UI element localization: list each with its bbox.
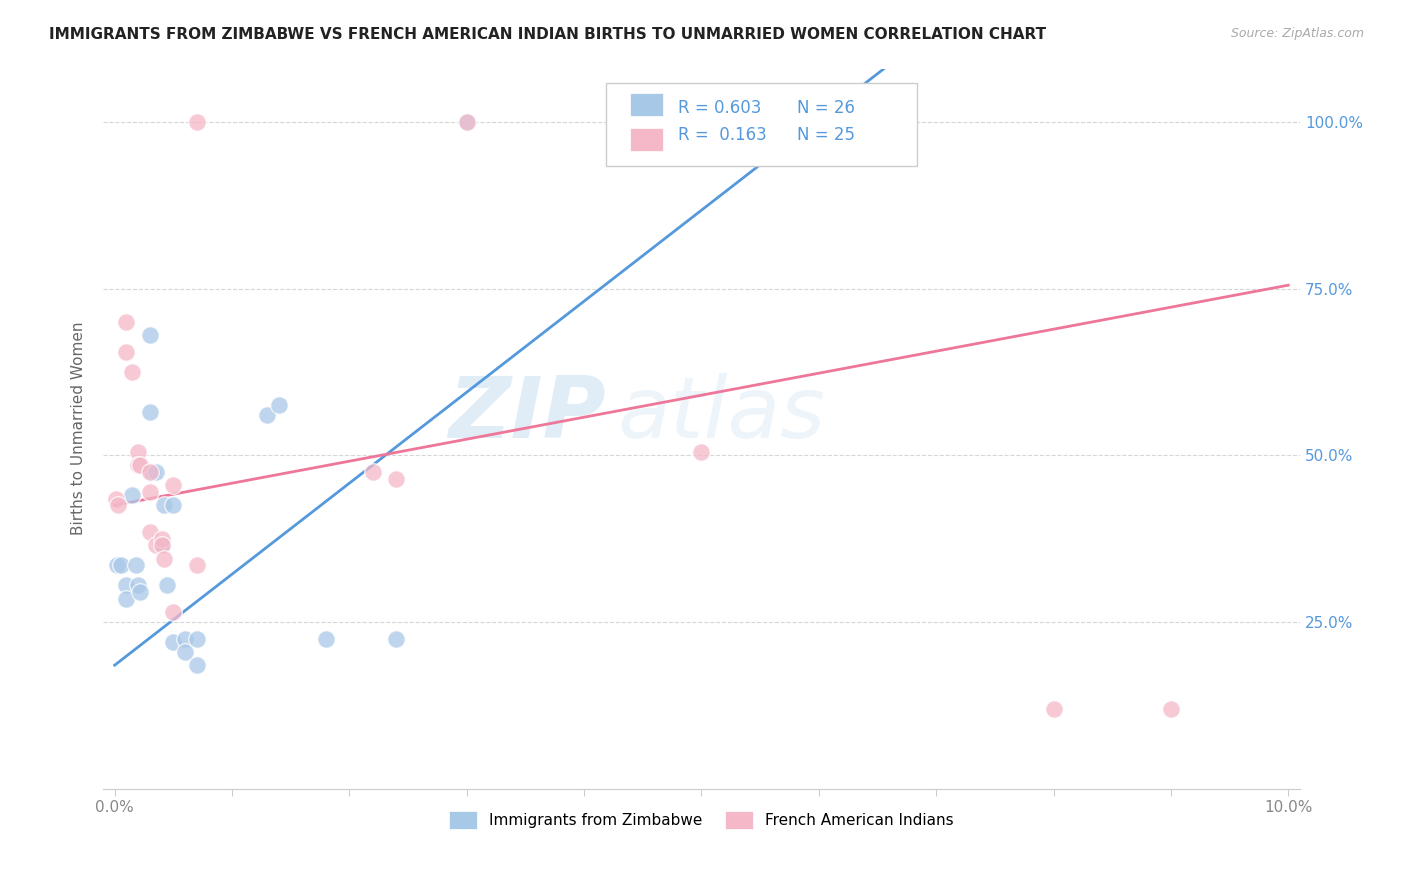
Point [141,465,163,479]
Point [115,315,138,329]
Point [153,551,176,566]
FancyBboxPatch shape [630,93,664,116]
Point [385,632,408,646]
Point [129,458,152,473]
Point [186,658,208,673]
Point [456,115,478,129]
FancyBboxPatch shape [630,128,664,152]
Point [361,465,384,479]
Point [127,458,149,473]
Point [156,578,179,592]
Text: IMMIGRANTS FROM ZIMBABWE VS FRENCH AMERICAN INDIAN BIRTHS TO UNMARRIED WOMEN COR: IMMIGRANTS FROM ZIMBABWE VS FRENCH AMERI… [49,27,1046,42]
Text: N = 25: N = 25 [797,126,855,144]
Point [150,532,173,546]
Point [121,488,143,502]
Point [139,405,162,419]
Point [162,478,184,492]
Point [153,498,176,512]
FancyBboxPatch shape [606,83,917,166]
Text: atlas: atlas [617,373,825,456]
Point [125,558,148,573]
Point [127,578,149,592]
Text: R =  0.163: R = 0.163 [678,126,766,144]
Point [690,445,713,459]
Point [1042,701,1064,715]
Point [256,408,278,422]
Point [127,445,149,459]
Point [162,605,184,619]
Point [121,365,143,379]
Legend: Immigrants from Zimbabwe, French American Indians: Immigrants from Zimbabwe, French America… [443,805,960,835]
Point [104,491,127,506]
Text: ZIP: ZIP [449,373,606,456]
Point [267,398,290,412]
Point [145,465,167,479]
Point [174,632,197,646]
Point [174,645,197,659]
Point [115,578,138,592]
Point [129,585,152,599]
Point [115,344,138,359]
Point [110,558,132,573]
Point [150,538,173,552]
Point [115,591,138,606]
Point [162,498,184,512]
Point [186,558,208,573]
Point [139,465,162,479]
Point [186,632,208,646]
Text: Source: ZipAtlas.com: Source: ZipAtlas.com [1230,27,1364,40]
Point [456,115,478,129]
Point [139,524,162,539]
Point [315,632,337,646]
Point [186,115,208,129]
Point [162,635,184,649]
Point [107,498,129,512]
Point [139,328,162,343]
Point [139,484,162,499]
Text: N = 26: N = 26 [797,99,855,117]
Point [105,558,128,573]
Point [145,538,167,552]
Point [150,538,173,552]
Point [1160,701,1182,715]
Point [385,471,408,485]
Text: R = 0.603: R = 0.603 [678,99,761,117]
Y-axis label: Births to Unmarried Women: Births to Unmarried Women [72,322,86,535]
